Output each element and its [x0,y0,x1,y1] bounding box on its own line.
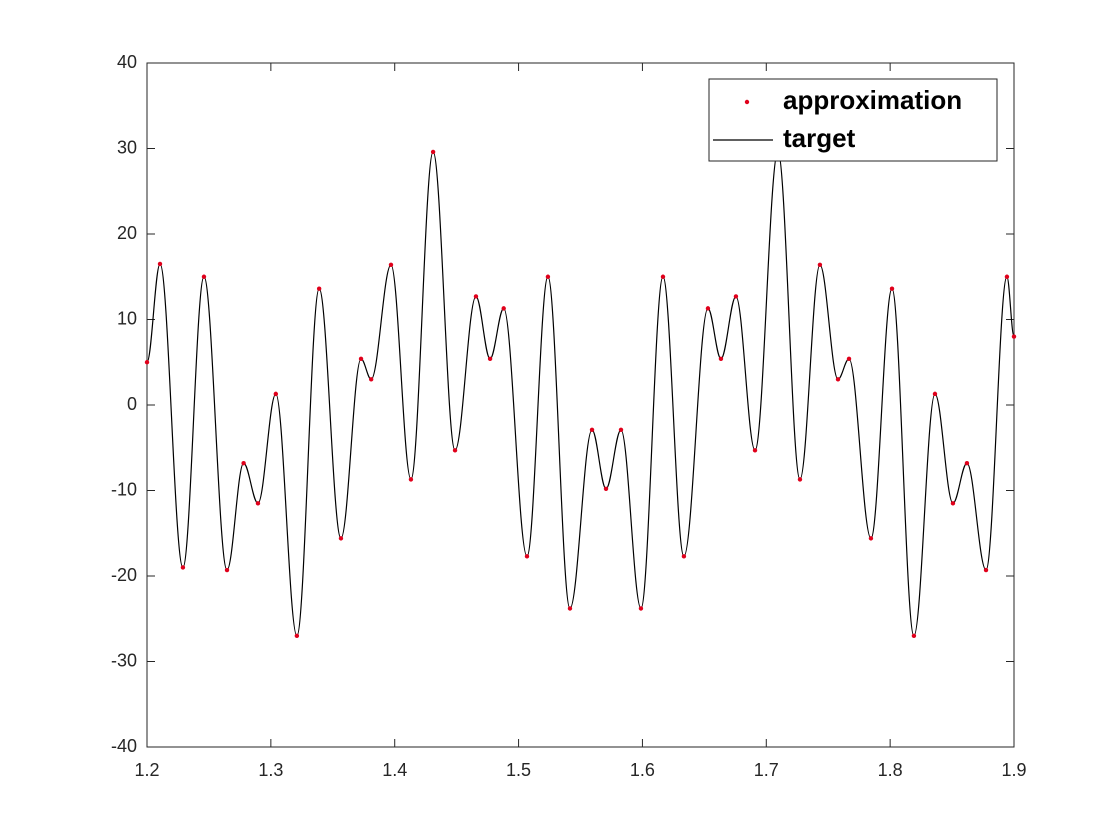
approximation-dot [846,356,852,362]
approximation-dot [273,391,279,397]
legend-marker [744,99,750,105]
approximation-dot [358,356,364,362]
approximation-dot [157,261,163,267]
x-tick-label: 1.3 [258,760,283,780]
x-tick-label: 1.8 [878,760,903,780]
legend-box [708,78,998,162]
x-tick-label: 1.5 [506,760,531,780]
approximation-dot [1004,274,1010,279]
approximation-dot [1011,334,1017,339]
approximation-dot [950,501,956,506]
approximation-dot [681,554,687,559]
approximation-dot [868,536,874,541]
target-line [146,151,1015,637]
approximation-dot [733,294,739,299]
approximation-dot [408,477,414,482]
approximation-dot [932,391,938,397]
approximation-dot [487,356,493,362]
approximation-dot [705,306,711,311]
approximation-dot [501,306,506,311]
y-tick-label: -10 [111,479,137,499]
x-tick-label: 1.6 [630,760,655,780]
y-tick-label: -40 [111,736,137,756]
approximation-dot [911,633,917,639]
y-tick-label: 10 [117,308,137,328]
approximation-dot [964,460,970,466]
approximation-dot [797,477,803,482]
approximation-dot [144,360,150,365]
approximation-dot [452,448,458,453]
approximation-dot [589,427,595,432]
legend-label: approximation [783,85,962,115]
approximation-dot [752,448,758,453]
approximation-dot [545,274,551,279]
approximation-dot [201,274,207,279]
approximation-dot [603,486,609,491]
approximation-dot [255,501,261,506]
approximation-dot [718,356,724,362]
approximation-dot [638,606,644,611]
y-tick-label: -20 [111,565,137,585]
approximation-dot [817,262,823,267]
approximation-dot [294,633,300,639]
approximation-dot [316,286,322,291]
approximation-dot [473,294,479,299]
approximation-dot [524,554,530,559]
y-tick-label: 20 [117,223,137,243]
x-tick-label: 1.7 [754,760,779,780]
x-tick-label: 1.2 [134,760,159,780]
y-tick-label: 0 [127,394,137,414]
x-tick-label: 1.9 [1001,760,1026,780]
legend-label: target [783,123,856,153]
approximation-dot [835,377,841,382]
approximation-dot [180,565,186,570]
y-tick-label: -30 [111,650,137,670]
legend: approximation target [708,78,998,162]
approximation-dot [889,286,895,291]
approximation-dot [368,377,374,382]
y-tick-label: 40 [117,52,137,72]
y-tick-label: 30 [117,137,137,157]
approximation-dot [241,460,246,466]
approximation-dot [224,567,230,573]
approximation-dot [338,536,344,541]
approximation-dot [388,262,394,267]
approximation-dot [660,274,666,279]
plot-area [146,62,1015,748]
approximation-dot [430,149,436,155]
approximation-dot [567,606,573,611]
approximation-dot [618,427,624,432]
approximation-dot [983,567,989,573]
x-tick-label: 1.4 [382,760,407,780]
